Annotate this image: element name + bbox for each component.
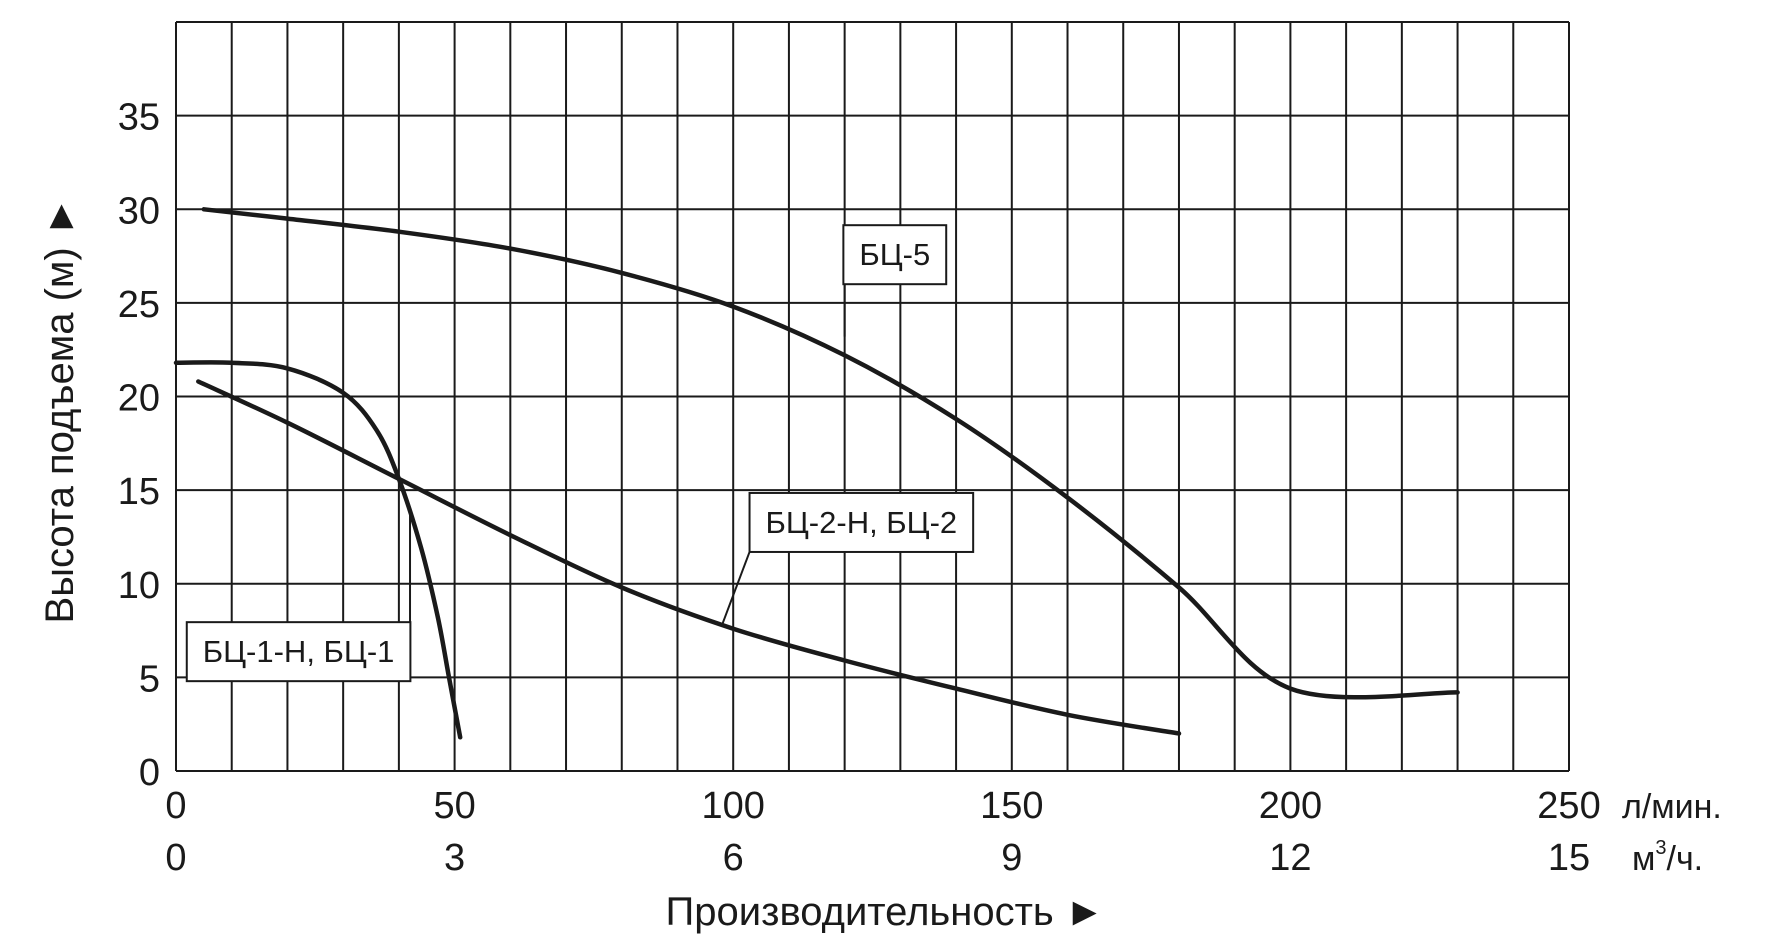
- chart-series-labels: БЦ-5 БЦ-2-Н, БЦ-2 БЦ-1-Н, БЦ-1: [185, 224, 975, 683]
- x-tick-label-secondary: 9: [1001, 837, 1022, 879]
- x-tick-label-primary: 0: [165, 785, 186, 827]
- series-3-label-box: [185, 621, 412, 683]
- y-tick-label: 35: [118, 97, 160, 139]
- series-2-label-text: БЦ-2-Н, БЦ-2: [766, 505, 958, 540]
- series-3-label: БЦ-1-Н, БЦ-1: [185, 621, 412, 683]
- series-1-label-box: [842, 224, 948, 286]
- series-2-label: БЦ-2-Н, БЦ-2: [748, 491, 975, 553]
- series-3-label-text: БЦ-1-Н, БЦ-1: [203, 634, 395, 669]
- series-2-leader-line: [721, 551, 751, 626]
- y-tick-label: 15: [118, 471, 160, 513]
- x-tick-label-primary: 100: [701, 785, 764, 827]
- x-axis-unit-primary: л/мин.: [1622, 788, 1722, 826]
- x-tick-label-secondary: 0: [165, 837, 186, 879]
- y-axis-title: Высота подъема (м) ►: [38, 197, 82, 624]
- x-tick-label-secondary: 12: [1269, 837, 1311, 879]
- y-tick-label: 30: [118, 190, 160, 232]
- unit-superscript: 3: [1655, 837, 1666, 859]
- x-tick-label-primary: 50: [433, 785, 475, 827]
- chart-curves: [173, 207, 1460, 740]
- x-tick-label-primary: 200: [1259, 785, 1322, 827]
- y-tick-label: 5: [139, 658, 160, 700]
- chart-leaders: [409, 284, 846, 626]
- x-tick-label-secondary: 3: [444, 837, 465, 879]
- y-tick-label: 0: [139, 752, 160, 794]
- x-axis-title: Производительность ►: [666, 890, 1105, 934]
- x-tick-label-primary: 250: [1537, 785, 1600, 827]
- series-1-line: [201, 207, 1460, 700]
- unit-tail: /ч.: [1667, 840, 1704, 878]
- unit-base: м: [1632, 840, 1655, 878]
- series-2-label-box: [748, 491, 975, 553]
- x-tick-label-secondary: 15: [1548, 837, 1590, 879]
- x-tick-label-secondary: 6: [723, 837, 744, 879]
- y-tick-label: 20: [118, 378, 160, 420]
- series-1-label: БЦ-5: [842, 224, 948, 286]
- series-3-line: [173, 360, 463, 740]
- x-axis-unit-secondary: м3/ч.: [1632, 837, 1703, 878]
- x-tick-label-primary: 150: [980, 785, 1043, 827]
- series-1-label-text: БЦ-5: [859, 237, 930, 272]
- chart-ticks: 0 5 10 15 20 25 30 35 0 50 100 150 200 250 0 3 6 9 12 15: [118, 97, 1601, 879]
- y-tick-label: 10: [118, 565, 160, 607]
- series-2-line: [196, 379, 1182, 736]
- chart-grid: [175, 21, 1570, 772]
- y-tick-label: 25: [118, 284, 160, 326]
